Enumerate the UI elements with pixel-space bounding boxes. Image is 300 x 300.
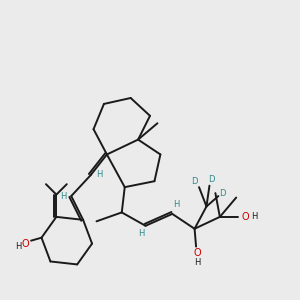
Text: H: H bbox=[60, 193, 66, 202]
Text: H: H bbox=[15, 242, 22, 251]
Text: D: D bbox=[191, 177, 198, 186]
Text: O: O bbox=[241, 212, 249, 222]
Text: H: H bbox=[96, 170, 102, 179]
Text: H: H bbox=[139, 229, 145, 238]
Text: D: D bbox=[208, 175, 214, 184]
Text: H: H bbox=[173, 200, 179, 209]
Text: O: O bbox=[193, 248, 201, 258]
Text: D: D bbox=[220, 189, 226, 198]
Text: H: H bbox=[251, 212, 258, 221]
Text: O: O bbox=[22, 238, 30, 249]
Text: H: H bbox=[194, 258, 200, 267]
